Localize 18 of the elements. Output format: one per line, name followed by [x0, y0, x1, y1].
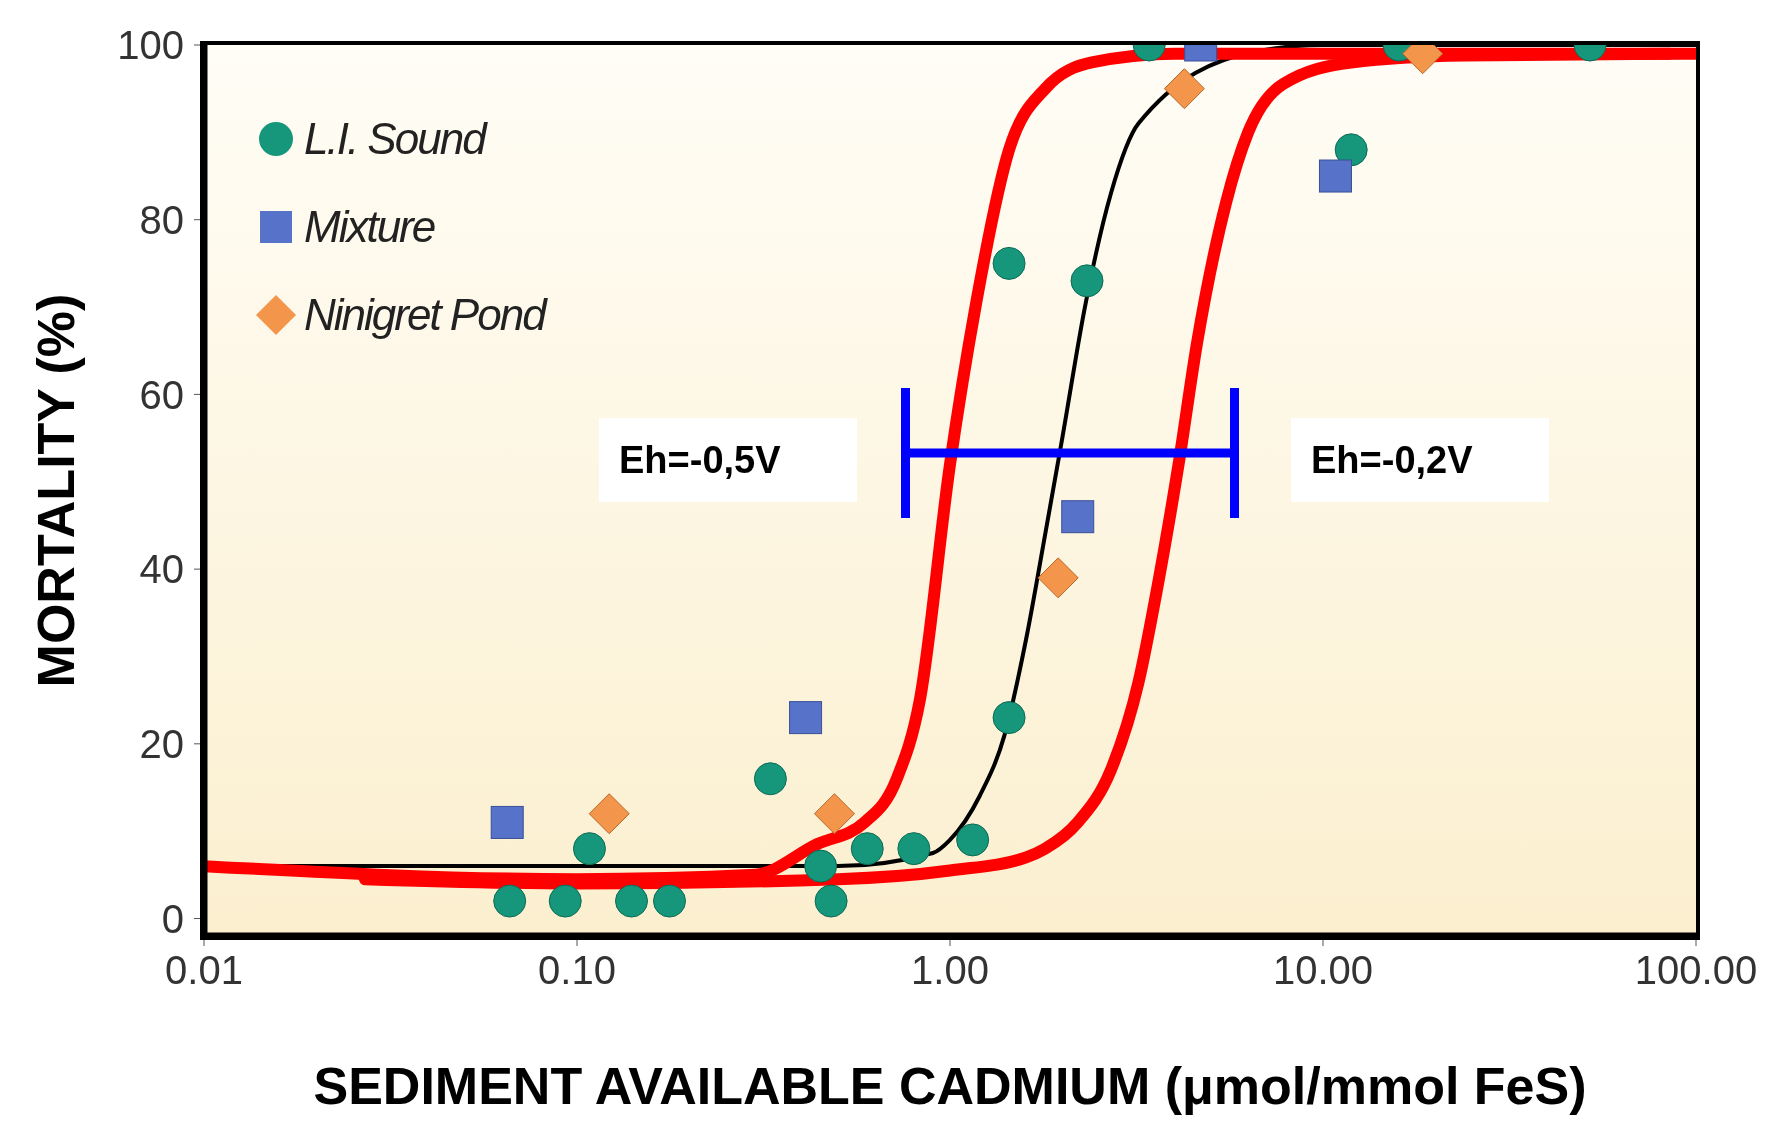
x-tick-label: 0.10	[538, 948, 616, 993]
y-axis-title: MORTALITY (%)	[27, 293, 86, 688]
annotation: Eh=-0,2V	[1291, 418, 1549, 502]
legend-label: L.I. Sound	[304, 114, 485, 164]
x-tick-label: 100.00	[1634, 948, 1758, 993]
y-tick-label: 80	[139, 197, 184, 242]
y-tick-label: 40	[139, 547, 184, 592]
y-tick-label: 20	[139, 722, 184, 767]
x-tick-label: 0.01	[165, 948, 243, 993]
x-tick-label: 1.00	[911, 948, 989, 993]
legend-label: Mixture	[304, 202, 435, 252]
y-tick-label: 100	[117, 23, 184, 68]
x-axis-title: SEDIMENT AVAILABLE CADMIUM (μmol/mmol FeS)	[313, 1057, 1587, 1115]
annotation: Eh=-0,5V	[599, 418, 857, 502]
legend-label: Ninigret Pond	[304, 290, 545, 340]
x-tick-label: 10.00	[1272, 948, 1374, 993]
y-tick-label: 60	[139, 372, 184, 417]
y-tick-label: 0	[161, 896, 184, 941]
